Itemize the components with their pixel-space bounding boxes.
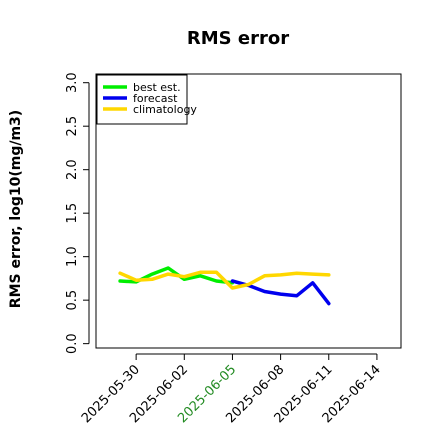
y-tick-label: 2.5	[65, 116, 80, 137]
series-layer	[118, 266, 331, 306]
y-tick-label: 3.0	[65, 72, 80, 93]
legend-label: forecast	[133, 92, 178, 105]
series-line-climatology	[118, 270, 331, 290]
legend-label: climatology	[133, 103, 197, 116]
y-tick-label: 1.5	[65, 203, 80, 224]
x-axis: 2025-05-302025-06-022025-06-052025-06-08…	[79, 353, 384, 426]
plot-frame	[95, 73, 402, 349]
y-tick-label: 2.0	[65, 159, 80, 180]
y-axis: 0.0 0.5 1.0 1.5 2.0 2.5 3.0	[65, 72, 90, 354]
y-tick-label: 0.5	[65, 290, 80, 311]
y-tick-label: 1.0	[65, 246, 80, 267]
y-axis-label: RMS error, log10(mg/m3)	[8, 110, 24, 308]
y-tick-label: 0.0	[65, 333, 80, 354]
chart-title: RMS error	[187, 28, 289, 49]
legend-label: best est.	[133, 81, 181, 94]
